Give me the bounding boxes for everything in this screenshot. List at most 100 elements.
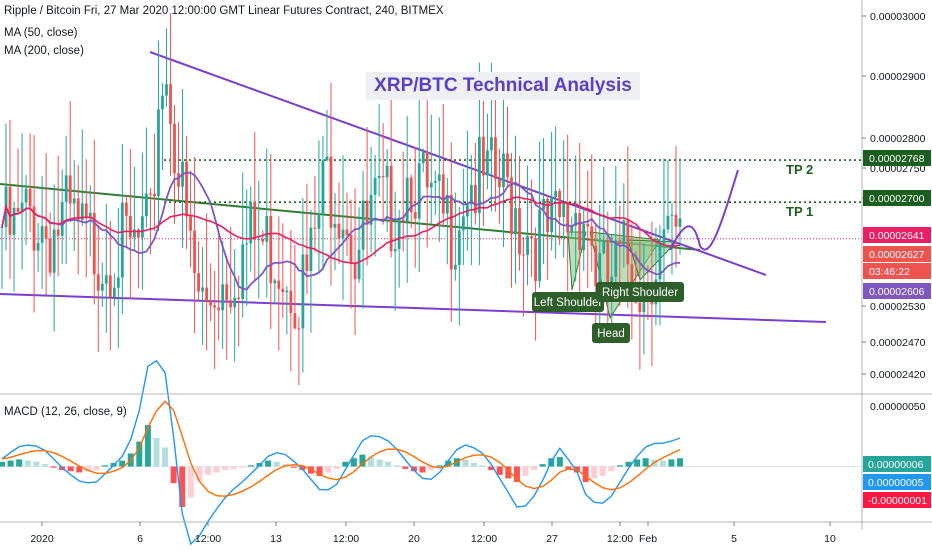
pattern-labels: TP 2 TP 1 Left Shoulder Head Right Shoulder bbox=[532, 162, 813, 343]
macd-histogram-bar bbox=[170, 466, 177, 484]
price-tag: 03:46:22 bbox=[863, 263, 931, 279]
macd-histogram-bar bbox=[230, 466, 237, 469]
candle-body bbox=[245, 243, 249, 245]
candle-body bbox=[453, 264, 457, 270]
macd-histogram-bar bbox=[642, 458, 649, 467]
candle-body bbox=[229, 300, 233, 308]
macd-histogram-bar bbox=[16, 459, 23, 467]
macd-histogram-bar bbox=[556, 457, 563, 467]
macd-tick-label: 0.00000050 bbox=[870, 401, 926, 413]
macd-histogram-bar bbox=[196, 466, 203, 481]
macd-histogram-bar bbox=[591, 466, 598, 479]
pattern-label-box bbox=[596, 282, 684, 302]
x-tick-label: 13 bbox=[270, 533, 282, 545]
candle-body bbox=[526, 236, 529, 256]
y-tick-label: 0.00002530 bbox=[870, 301, 926, 313]
candle-body bbox=[249, 201, 253, 244]
candle-body bbox=[265, 215, 269, 242]
candle-body bbox=[598, 253, 602, 287]
signal-line bbox=[1, 400, 681, 497]
candle-body bbox=[461, 216, 465, 231]
pattern-label-box bbox=[532, 292, 604, 312]
macd-tag-box bbox=[863, 456, 931, 472]
ma200-legend[interactable]: MA (200, close) bbox=[4, 45, 84, 57]
macd-histogram-bar bbox=[659, 460, 666, 467]
macd-histogram-bar bbox=[153, 438, 160, 467]
candle-body bbox=[437, 174, 441, 181]
candle-body bbox=[64, 175, 68, 203]
x-tick-label: 27 bbox=[546, 533, 558, 545]
candle-body bbox=[289, 290, 293, 314]
candle-body bbox=[321, 160, 325, 214]
price-tag-box bbox=[863, 227, 931, 243]
candle-body bbox=[473, 184, 477, 214]
candle-body bbox=[177, 173, 180, 187]
macd-histogram-bar bbox=[50, 466, 57, 468]
candle-body bbox=[530, 236, 533, 239]
candle-body bbox=[217, 307, 221, 311]
candle-body bbox=[389, 165, 393, 252]
candle-body bbox=[116, 277, 120, 288]
candle-body bbox=[241, 244, 245, 300]
candle-body bbox=[550, 197, 554, 233]
candle-body bbox=[417, 163, 421, 219]
candle-body bbox=[153, 193, 156, 197]
macd-histogram-bar bbox=[136, 441, 143, 467]
x-tick-label: 6 bbox=[137, 533, 143, 545]
ma50-legend[interactable]: MA (50, close) bbox=[4, 27, 78, 39]
candle-body bbox=[157, 109, 160, 197]
candle-body bbox=[349, 235, 353, 263]
candle-body bbox=[261, 238, 265, 242]
chart-title: XRP/BTC Technical Analysis bbox=[366, 72, 640, 100]
macd-histogram-bar bbox=[393, 465, 400, 467]
macd-legend[interactable]: MACD (12, 26, close, 9) bbox=[4, 406, 127, 418]
macd-histogram-bar bbox=[307, 466, 314, 474]
x-tick-label: 2020 bbox=[30, 533, 54, 545]
candle-body bbox=[149, 193, 152, 195]
macd-tag-label: -0.00000001 bbox=[868, 495, 927, 507]
candle-body bbox=[221, 284, 225, 311]
price-tag-label: 0.00002606 bbox=[869, 286, 925, 298]
candle-body bbox=[494, 137, 497, 180]
macd-histogram-bar bbox=[445, 460, 452, 467]
x-tick-label: 10 bbox=[824, 533, 836, 545]
candle-body bbox=[273, 280, 277, 284]
candle-body bbox=[325, 156, 329, 161]
macd-histogram-bar bbox=[402, 466, 409, 469]
macd-histogram-bar bbox=[522, 466, 529, 477]
candle-body bbox=[120, 202, 124, 278]
macd-histogram-bar bbox=[325, 466, 332, 473]
macd-histogram-bar bbox=[488, 466, 495, 471]
candle-body bbox=[28, 188, 32, 207]
candle-body bbox=[594, 245, 598, 287]
candle-body bbox=[124, 202, 128, 216]
x-tick-label: 5 bbox=[731, 533, 737, 545]
macd-tag-label: 0.00000006 bbox=[868, 459, 924, 471]
candle-body bbox=[112, 287, 116, 298]
macd-histogram-bar bbox=[222, 466, 229, 471]
y-tick-label: 0.00003000 bbox=[870, 11, 926, 23]
price-tag-label: 0.00002700 bbox=[869, 193, 925, 205]
macd-tag-box bbox=[863, 492, 931, 508]
candle-body bbox=[285, 290, 289, 293]
macd-histogram-bar bbox=[33, 461, 40, 467]
x-tick-label: 12:00 bbox=[607, 533, 633, 545]
macd-histogram-bar bbox=[213, 466, 220, 473]
candle-body bbox=[369, 194, 373, 225]
candle-body bbox=[44, 226, 48, 239]
candle-body bbox=[606, 240, 610, 286]
candle-body bbox=[277, 280, 281, 289]
candle-body bbox=[670, 214, 674, 216]
candle-body bbox=[614, 240, 618, 277]
candle-body bbox=[534, 238, 537, 282]
price-tag-label: 03:46:22 bbox=[869, 266, 910, 278]
macd-histogram-bar bbox=[616, 465, 623, 467]
candle-body bbox=[506, 153, 509, 178]
candle-body bbox=[301, 254, 305, 329]
candle-body bbox=[381, 175, 385, 178]
candle-body bbox=[562, 202, 566, 217]
macd-histogram-bar bbox=[479, 465, 486, 467]
candle-body bbox=[433, 180, 437, 183]
candle-body bbox=[16, 208, 20, 212]
